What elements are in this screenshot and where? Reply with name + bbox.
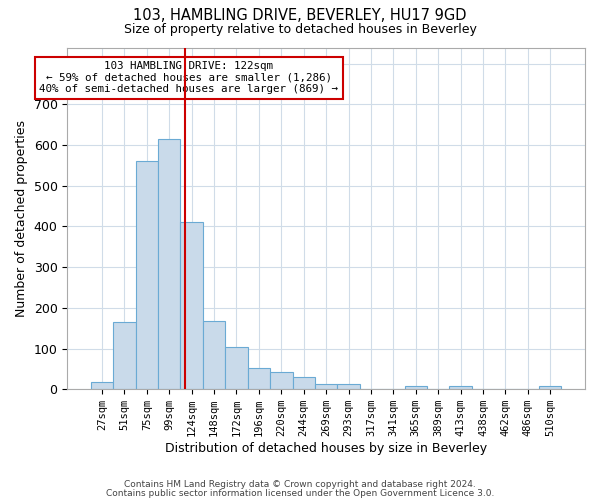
Bar	[113, 322, 136, 389]
Bar	[225, 348, 248, 389]
Text: Contains public sector information licensed under the Open Government Licence 3.: Contains public sector information licen…	[106, 488, 494, 498]
Bar	[293, 377, 315, 389]
Bar	[91, 382, 113, 389]
Y-axis label: Number of detached properties: Number of detached properties	[15, 120, 28, 317]
Bar	[315, 384, 337, 389]
Bar	[158, 139, 181, 389]
Text: 103, HAMBLING DRIVE, BEVERLEY, HU17 9GD: 103, HAMBLING DRIVE, BEVERLEY, HU17 9GD	[133, 8, 467, 22]
Bar	[449, 386, 472, 389]
Text: Size of property relative to detached houses in Beverley: Size of property relative to detached ho…	[124, 22, 476, 36]
Bar	[270, 372, 293, 389]
Bar	[404, 386, 427, 389]
Bar	[337, 384, 360, 389]
Bar	[539, 386, 562, 389]
Bar	[181, 222, 203, 389]
Bar	[203, 321, 225, 389]
Bar	[136, 162, 158, 389]
Bar	[248, 368, 270, 389]
Text: Contains HM Land Registry data © Crown copyright and database right 2024.: Contains HM Land Registry data © Crown c…	[124, 480, 476, 489]
Text: 103 HAMBLING DRIVE: 122sqm
← 59% of detached houses are smaller (1,286)
40% of s: 103 HAMBLING DRIVE: 122sqm ← 59% of deta…	[40, 61, 338, 94]
X-axis label: Distribution of detached houses by size in Beverley: Distribution of detached houses by size …	[165, 442, 487, 455]
